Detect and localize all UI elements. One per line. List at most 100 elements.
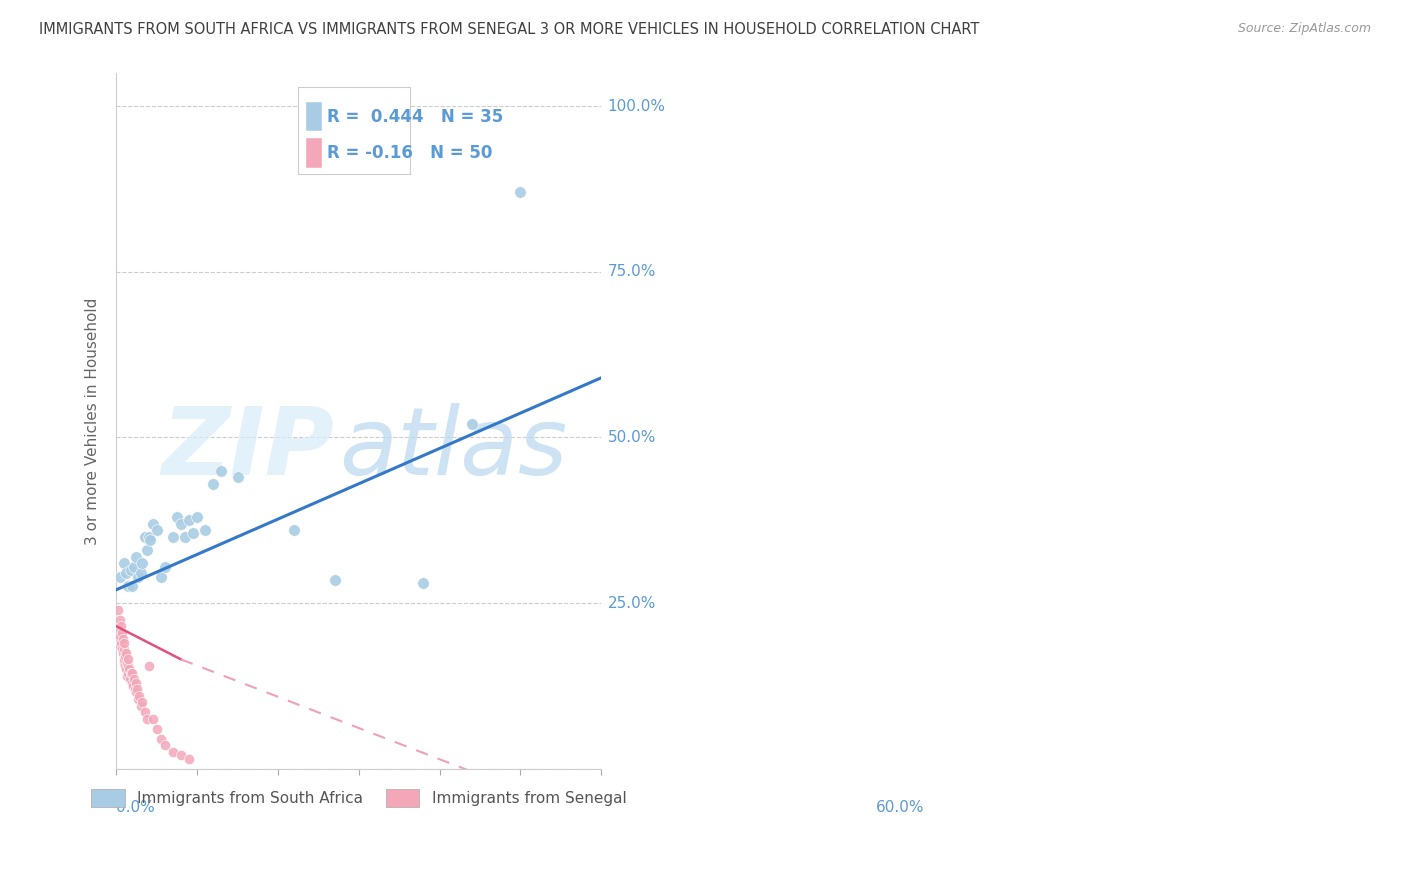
Text: 60.0%: 60.0%: [876, 800, 925, 815]
Point: [127, 692, 149, 706]
Point: [122, 679, 145, 693]
Point: [121, 675, 143, 690]
Point: [117, 579, 139, 593]
Point: [136, 543, 159, 558]
Legend: Immigrants from South Africa, Immigrants from Senegal: Immigrants from South Africa, Immigrants…: [84, 783, 633, 814]
Point: [117, 665, 139, 680]
Point: [226, 470, 249, 484]
Point: [153, 739, 176, 753]
Point: [170, 748, 193, 763]
Point: [131, 556, 153, 570]
Point: [149, 731, 172, 746]
Point: [122, 672, 145, 686]
Point: [115, 656, 138, 670]
Point: [166, 509, 188, 524]
Point: [209, 463, 232, 477]
Text: 25.0%: 25.0%: [607, 596, 657, 610]
Point: [162, 745, 184, 759]
Point: [136, 712, 159, 726]
Text: 50.0%: 50.0%: [607, 430, 657, 445]
Point: [121, 579, 143, 593]
Point: [110, 636, 132, 650]
Point: [142, 516, 165, 531]
Point: [120, 563, 142, 577]
Point: [112, 556, 135, 570]
Point: [115, 566, 138, 581]
Point: [117, 659, 139, 673]
Point: [118, 672, 141, 686]
Point: [127, 569, 149, 583]
Point: [108, 613, 131, 627]
Point: [138, 530, 160, 544]
Point: [117, 652, 139, 666]
FancyBboxPatch shape: [298, 87, 409, 174]
Point: [107, 623, 129, 637]
Point: [111, 625, 134, 640]
Text: atlas: atlas: [339, 403, 568, 494]
Point: [145, 722, 167, 736]
Point: [149, 569, 172, 583]
Point: [121, 665, 143, 680]
Point: [162, 530, 184, 544]
Point: [110, 629, 132, 643]
FancyBboxPatch shape: [307, 103, 322, 131]
Point: [138, 659, 160, 673]
Point: [114, 648, 136, 663]
Point: [153, 559, 176, 574]
Point: [412, 576, 434, 591]
Point: [111, 642, 134, 657]
Point: [124, 675, 146, 690]
Point: [110, 619, 132, 633]
Point: [194, 523, 217, 537]
Point: [202, 476, 225, 491]
Text: 75.0%: 75.0%: [607, 264, 657, 279]
Text: 100.0%: 100.0%: [607, 99, 665, 113]
Point: [461, 417, 484, 431]
FancyBboxPatch shape: [307, 138, 322, 168]
Point: [131, 695, 153, 709]
Point: [124, 682, 146, 697]
Point: [110, 569, 132, 583]
Point: [114, 659, 136, 673]
Point: [181, 526, 204, 541]
Point: [509, 186, 531, 200]
Text: Source: ZipAtlas.com: Source: ZipAtlas.com: [1237, 22, 1371, 36]
Point: [139, 533, 162, 547]
Point: [115, 662, 138, 676]
Point: [110, 639, 132, 653]
Point: [177, 752, 200, 766]
Point: [134, 706, 156, 720]
Point: [186, 509, 208, 524]
Point: [174, 530, 197, 544]
Point: [283, 523, 305, 537]
Text: R =  0.444   N = 35: R = 0.444 N = 35: [328, 108, 503, 126]
Text: R = -0.16   N = 50: R = -0.16 N = 50: [328, 144, 492, 162]
Point: [115, 669, 138, 683]
Point: [108, 632, 131, 647]
Point: [115, 646, 138, 660]
Point: [112, 656, 135, 670]
Point: [111, 632, 134, 647]
Text: IMMIGRANTS FROM SOUTH AFRICA VS IMMIGRANTS FROM SENEGAL 3 OR MORE VEHICLES IN HO: IMMIGRANTS FROM SOUTH AFRICA VS IMMIGRAN…: [39, 22, 980, 37]
Text: 0.0%: 0.0%: [117, 800, 155, 815]
Point: [170, 516, 193, 531]
Point: [129, 698, 152, 713]
Point: [125, 549, 148, 564]
Point: [122, 559, 145, 574]
Text: ZIP: ZIP: [162, 402, 335, 495]
Point: [107, 602, 129, 616]
Point: [128, 689, 150, 703]
Point: [323, 573, 346, 587]
Y-axis label: 3 or more Vehicles in Household: 3 or more Vehicles in Household: [86, 297, 100, 544]
Point: [112, 652, 135, 666]
Point: [118, 662, 141, 676]
Point: [112, 636, 135, 650]
Point: [129, 566, 152, 581]
Point: [142, 712, 165, 726]
Point: [145, 523, 167, 537]
Point: [125, 685, 148, 699]
Point: [127, 682, 149, 697]
Point: [177, 513, 200, 527]
Point: [111, 646, 134, 660]
Point: [134, 530, 156, 544]
